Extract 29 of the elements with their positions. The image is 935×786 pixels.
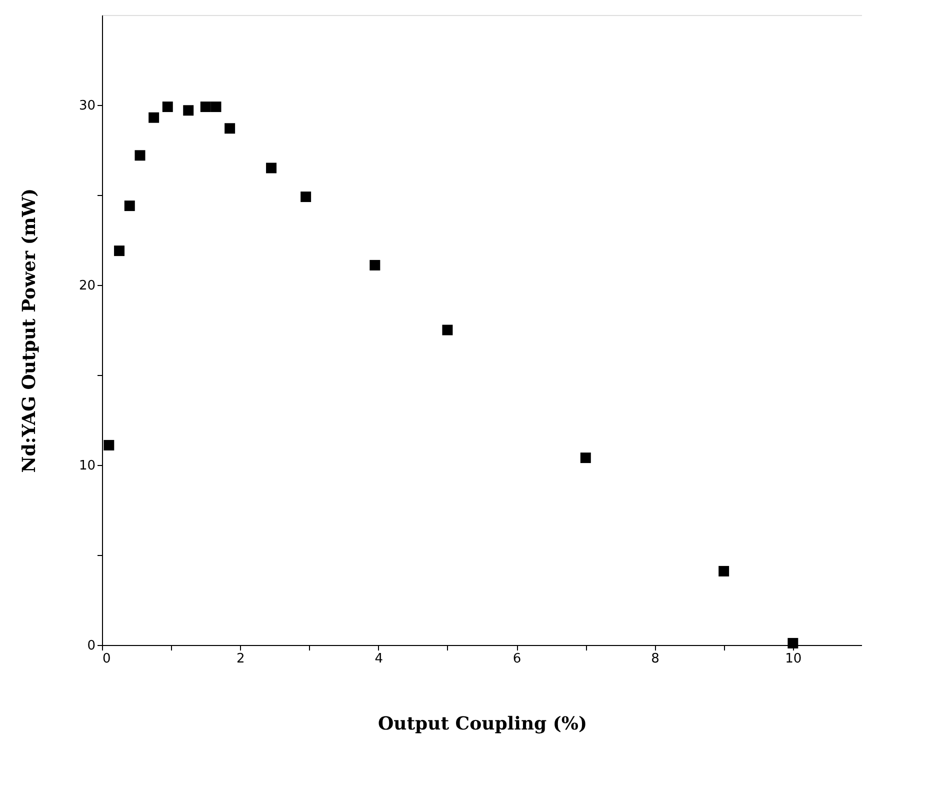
- y-tick-label: 0: [87, 638, 96, 654]
- point: [788, 638, 798, 648]
- x-tick-label: 0: [102, 652, 111, 666]
- y-tick-label: 20: [78, 278, 96, 294]
- point: [114, 246, 125, 256]
- y-tick-label: 10: [78, 458, 96, 474]
- point: [370, 260, 380, 270]
- point: [442, 324, 453, 336]
- point: [162, 102, 173, 112]
- x-tick-label: 10: [785, 652, 802, 666]
- point: [124, 200, 135, 212]
- y-tick-label: 30: [78, 98, 96, 114]
- point: [210, 102, 222, 112]
- point: [718, 566, 730, 576]
- point: [266, 162, 277, 174]
- point: [104, 440, 114, 450]
- point: [300, 192, 312, 202]
- y-axis-title: Nd:YAG Output Power (mW): [18, 188, 40, 473]
- x-tick-label: 4: [374, 652, 384, 666]
- point: [183, 105, 194, 116]
- point: [148, 112, 160, 123]
- x-tick-label: 8: [651, 652, 660, 666]
- x-tick-label: 2: [236, 652, 245, 666]
- point: [200, 102, 211, 112]
- point: [134, 150, 146, 161]
- x-tick-label: 6: [512, 652, 522, 666]
- x-axis-title: Output Coupling (%): [378, 714, 588, 734]
- point: [580, 452, 591, 464]
- point: [224, 123, 236, 134]
